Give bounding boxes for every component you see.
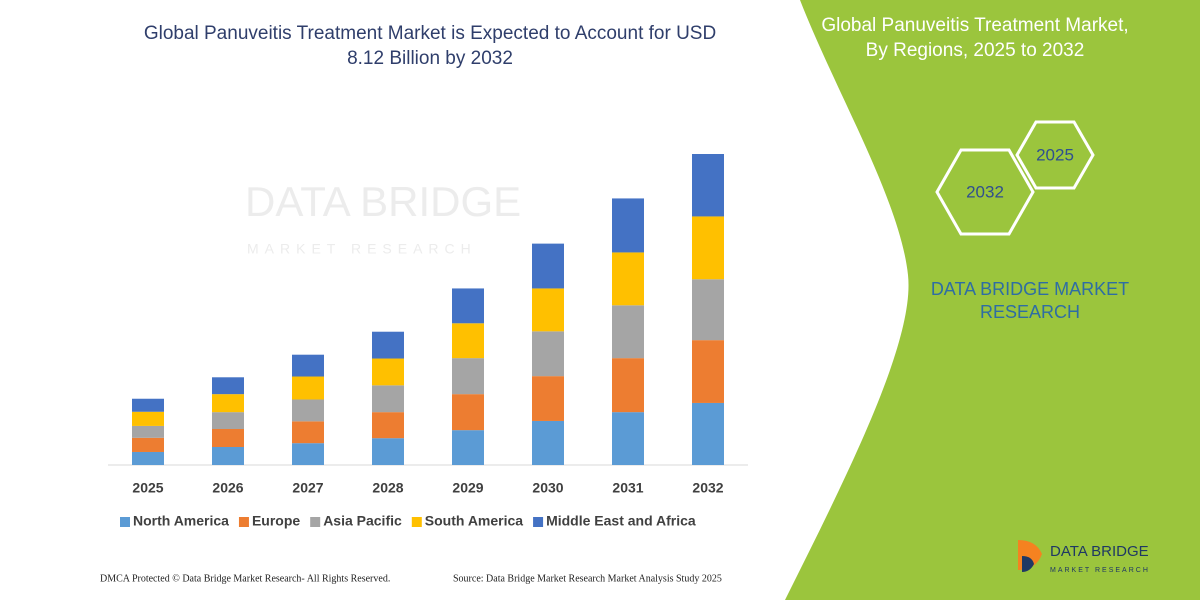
bar-segment <box>212 412 244 429</box>
bar-segment <box>532 420 564 465</box>
hexagon <box>1015 120 1095 190</box>
bar-segment <box>692 279 724 341</box>
bar-segment <box>372 412 404 439</box>
bar-segment <box>692 216 724 280</box>
bar-segment <box>452 394 484 431</box>
hexagon-label: 2025 <box>1036 145 1074 164</box>
bar-segment <box>532 376 564 421</box>
x-tick-label: 2030 <box>532 480 563 496</box>
legend-label: Europe <box>252 513 300 529</box>
bar-segment <box>292 421 324 444</box>
bar-segment <box>132 398 164 412</box>
bar-segment <box>132 437 164 452</box>
bar-segment <box>292 376 324 400</box>
bar-segment <box>452 288 484 324</box>
legend-label: North America <box>133 513 229 529</box>
bar-segment <box>612 358 644 413</box>
bar-segment <box>292 443 324 465</box>
bar-segment <box>532 243 564 289</box>
legend-label: Middle East and Africa <box>546 513 696 529</box>
x-tick-label: 2032 <box>692 480 723 496</box>
bar-segment <box>132 451 164 465</box>
legend-swatch <box>120 517 130 527</box>
bar-segment <box>372 385 404 413</box>
hexagon-label: 2032 <box>966 182 1004 201</box>
side-title: Global Panuveitis Treatment Market, By R… <box>821 15 1129 61</box>
bar-segment <box>132 411 164 426</box>
bar-segment <box>692 402 724 465</box>
bar-segment <box>692 340 724 403</box>
bar-segment <box>452 430 484 465</box>
x-tick-label: 2027 <box>292 480 323 496</box>
chart-title: Global Panuveitis Treatment Market is Ex… <box>143 23 717 69</box>
watermark-tagline: MARKET RESEARCH <box>247 241 477 257</box>
bar-segment <box>452 358 484 395</box>
bar-segment <box>372 358 404 386</box>
legend-label: Asia Pacific <box>323 513 402 529</box>
x-tick-label: 2031 <box>612 480 643 496</box>
footer-source: Source: Data Bridge Market Research Mark… <box>453 573 722 584</box>
bar-segment <box>692 154 724 217</box>
bar-segment <box>532 288 564 332</box>
brand-text: DATA BRIDGE MARKET RESEARCH <box>930 279 1130 323</box>
logo-icon <box>1022 556 1034 572</box>
side-panel-bg <box>785 0 1200 600</box>
bar-segment <box>612 412 644 465</box>
bar-segment <box>212 428 244 447</box>
bar-segment <box>212 394 244 413</box>
x-tick-label: 2028 <box>372 480 403 496</box>
x-tick-label: 2029 <box>452 480 483 496</box>
bar-segment <box>612 198 644 253</box>
footer-copyright: DMCA Protected © Data Bridge Market Rese… <box>100 573 390 584</box>
bar-segment <box>132 425 164 438</box>
legend-label: South America <box>425 513 523 529</box>
watermark-name: DATA BRIDGE <box>245 178 521 225</box>
bar-segment <box>612 252 644 306</box>
hexagon <box>935 148 1035 236</box>
x-tick-label: 2026 <box>212 480 243 496</box>
bar-segment <box>292 399 324 422</box>
legend-swatch <box>411 517 422 527</box>
bar-segment <box>212 446 244 465</box>
bar-segment <box>292 354 324 377</box>
bar-segment <box>532 331 564 377</box>
logo-tagline: MARKET RESEARCH <box>1050 567 1150 574</box>
legend-swatch <box>238 517 249 527</box>
bar-segment <box>212 377 244 395</box>
bar-segment <box>372 438 404 465</box>
x-tick-label: 2025 <box>132 480 163 496</box>
bar-segment <box>372 331 404 359</box>
legend-swatch <box>533 517 544 527</box>
legend-swatch <box>310 517 321 527</box>
bar-segment <box>452 323 484 359</box>
logo-name: DATA BRIDGE <box>1050 543 1149 560</box>
bar-segment <box>612 305 644 359</box>
